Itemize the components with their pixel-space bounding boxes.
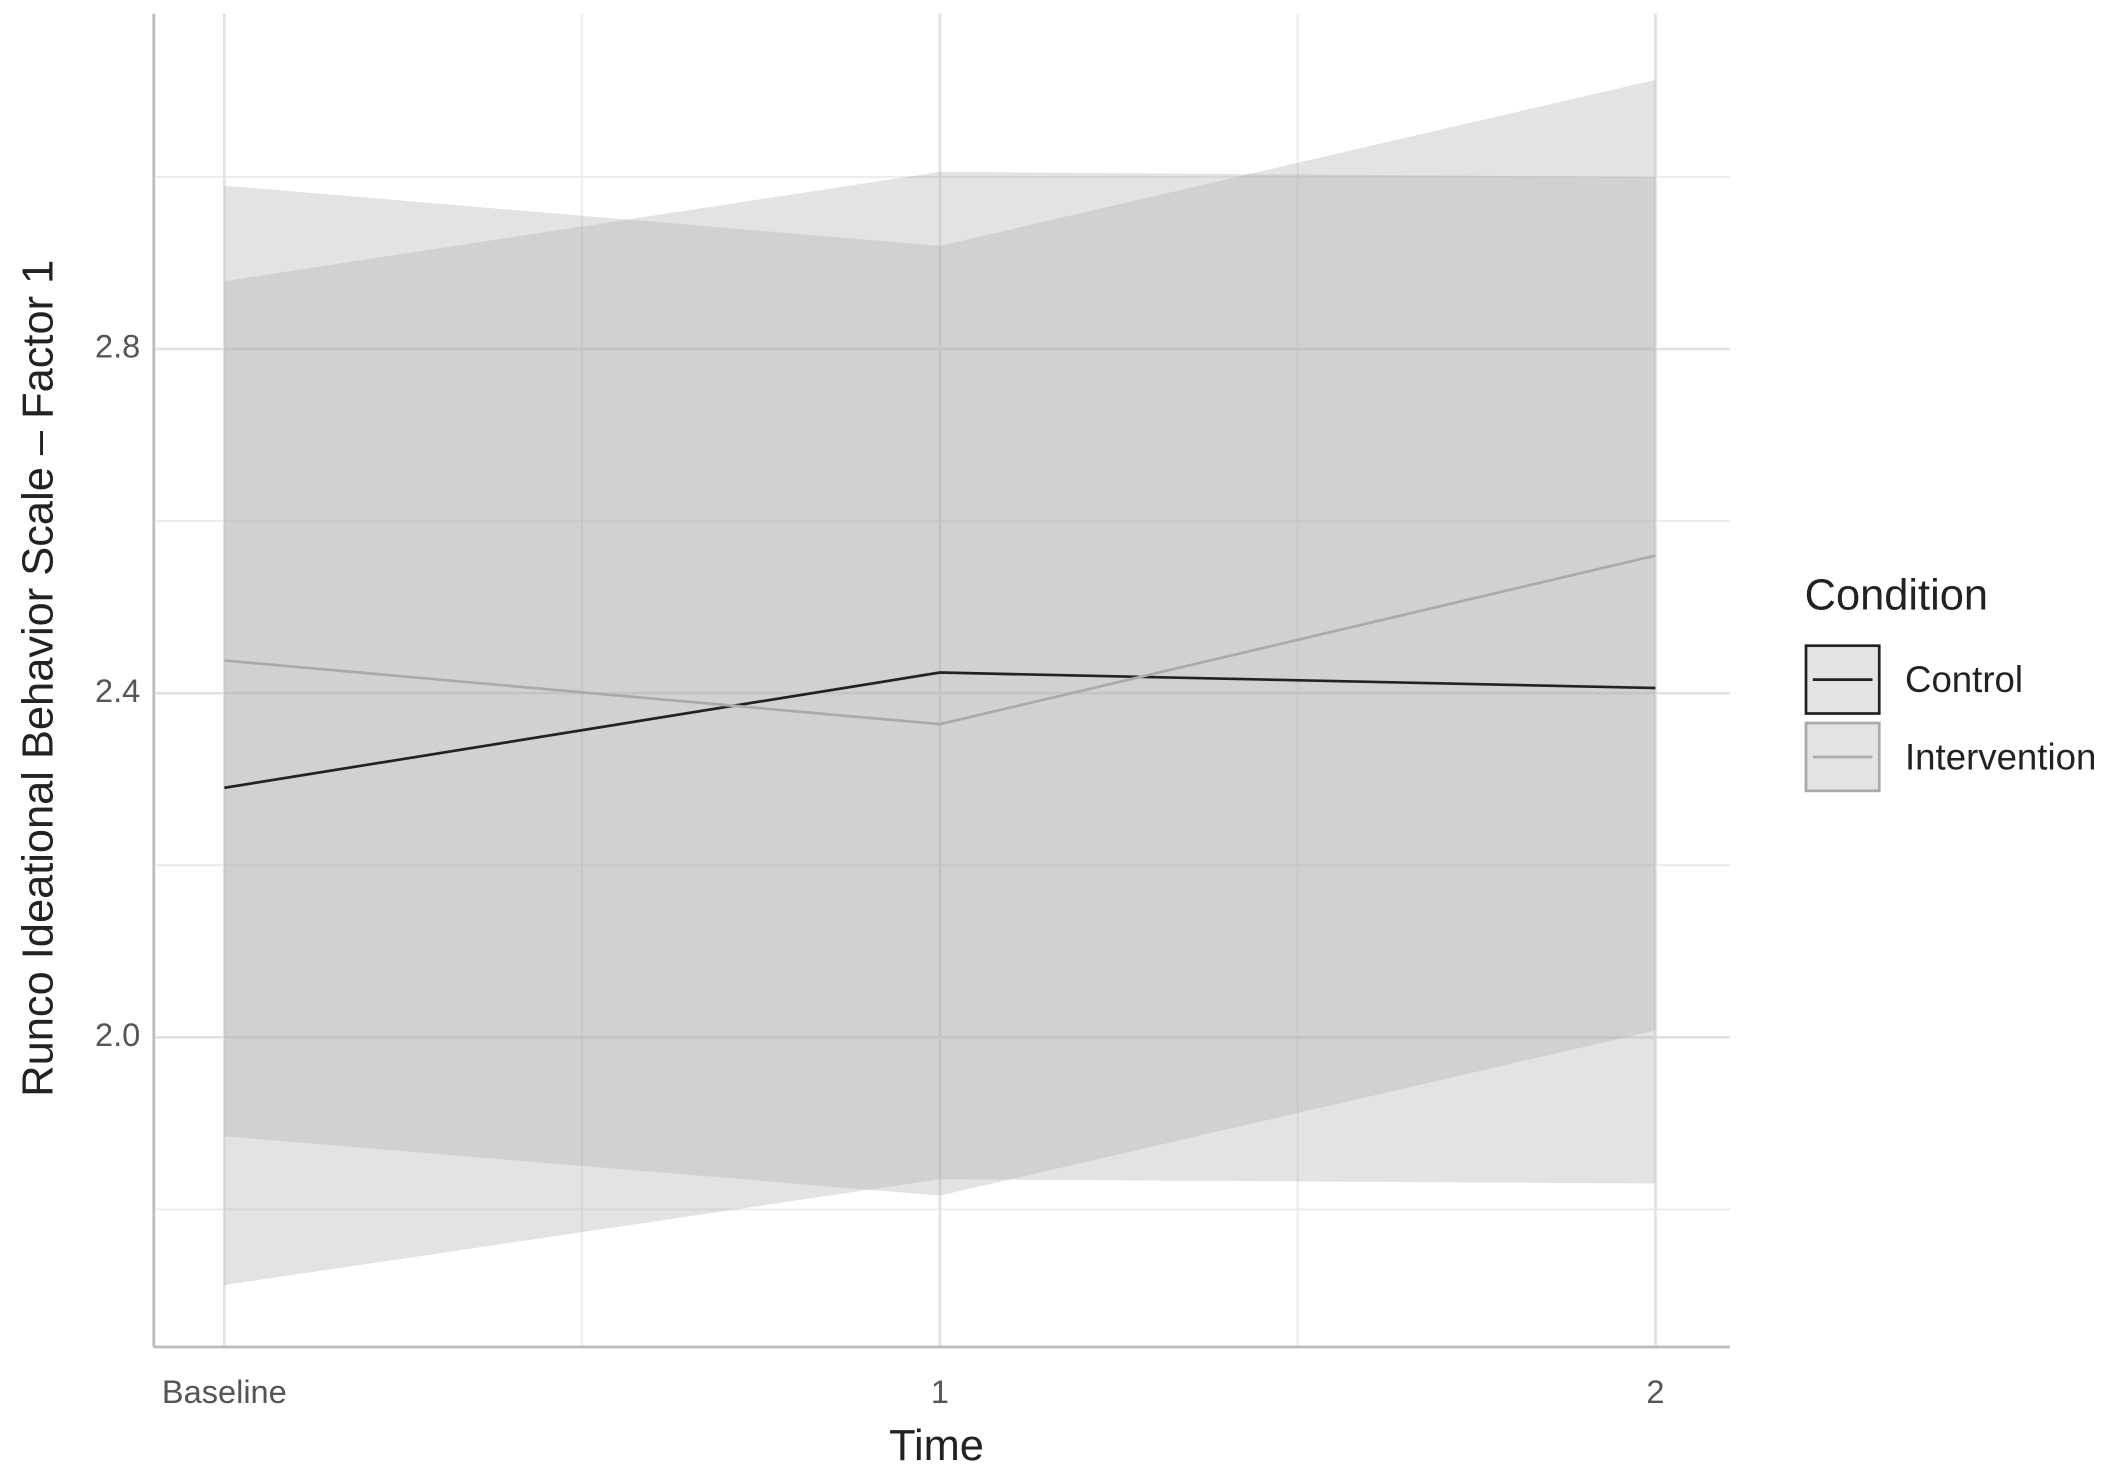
y-tick-label: 2.4	[95, 673, 140, 709]
y-tick-label: 2.0	[95, 1017, 140, 1053]
y-axis-title: Runco Ideational Behavior Scale – Factor…	[15, 260, 63, 1097]
series-line	[224, 671, 1656, 790]
x-tick-label: 1	[931, 1374, 949, 1410]
legend-label: Intervention	[1905, 736, 2096, 777]
plot-layer	[153, 13, 1731, 1347]
ribbon	[224, 171, 1656, 1286]
y-tick-label: 2.8	[95, 329, 140, 365]
series-line	[224, 554, 1656, 726]
x-tick-label: 2	[1646, 1374, 1664, 1410]
x-tick-label: Baseline	[162, 1374, 287, 1410]
legend-label: Control	[1905, 659, 2023, 700]
legend-title: Condition	[1805, 572, 1988, 620]
x-axis-title: Time	[889, 1422, 984, 1470]
ribbon	[224, 79, 1656, 1196]
